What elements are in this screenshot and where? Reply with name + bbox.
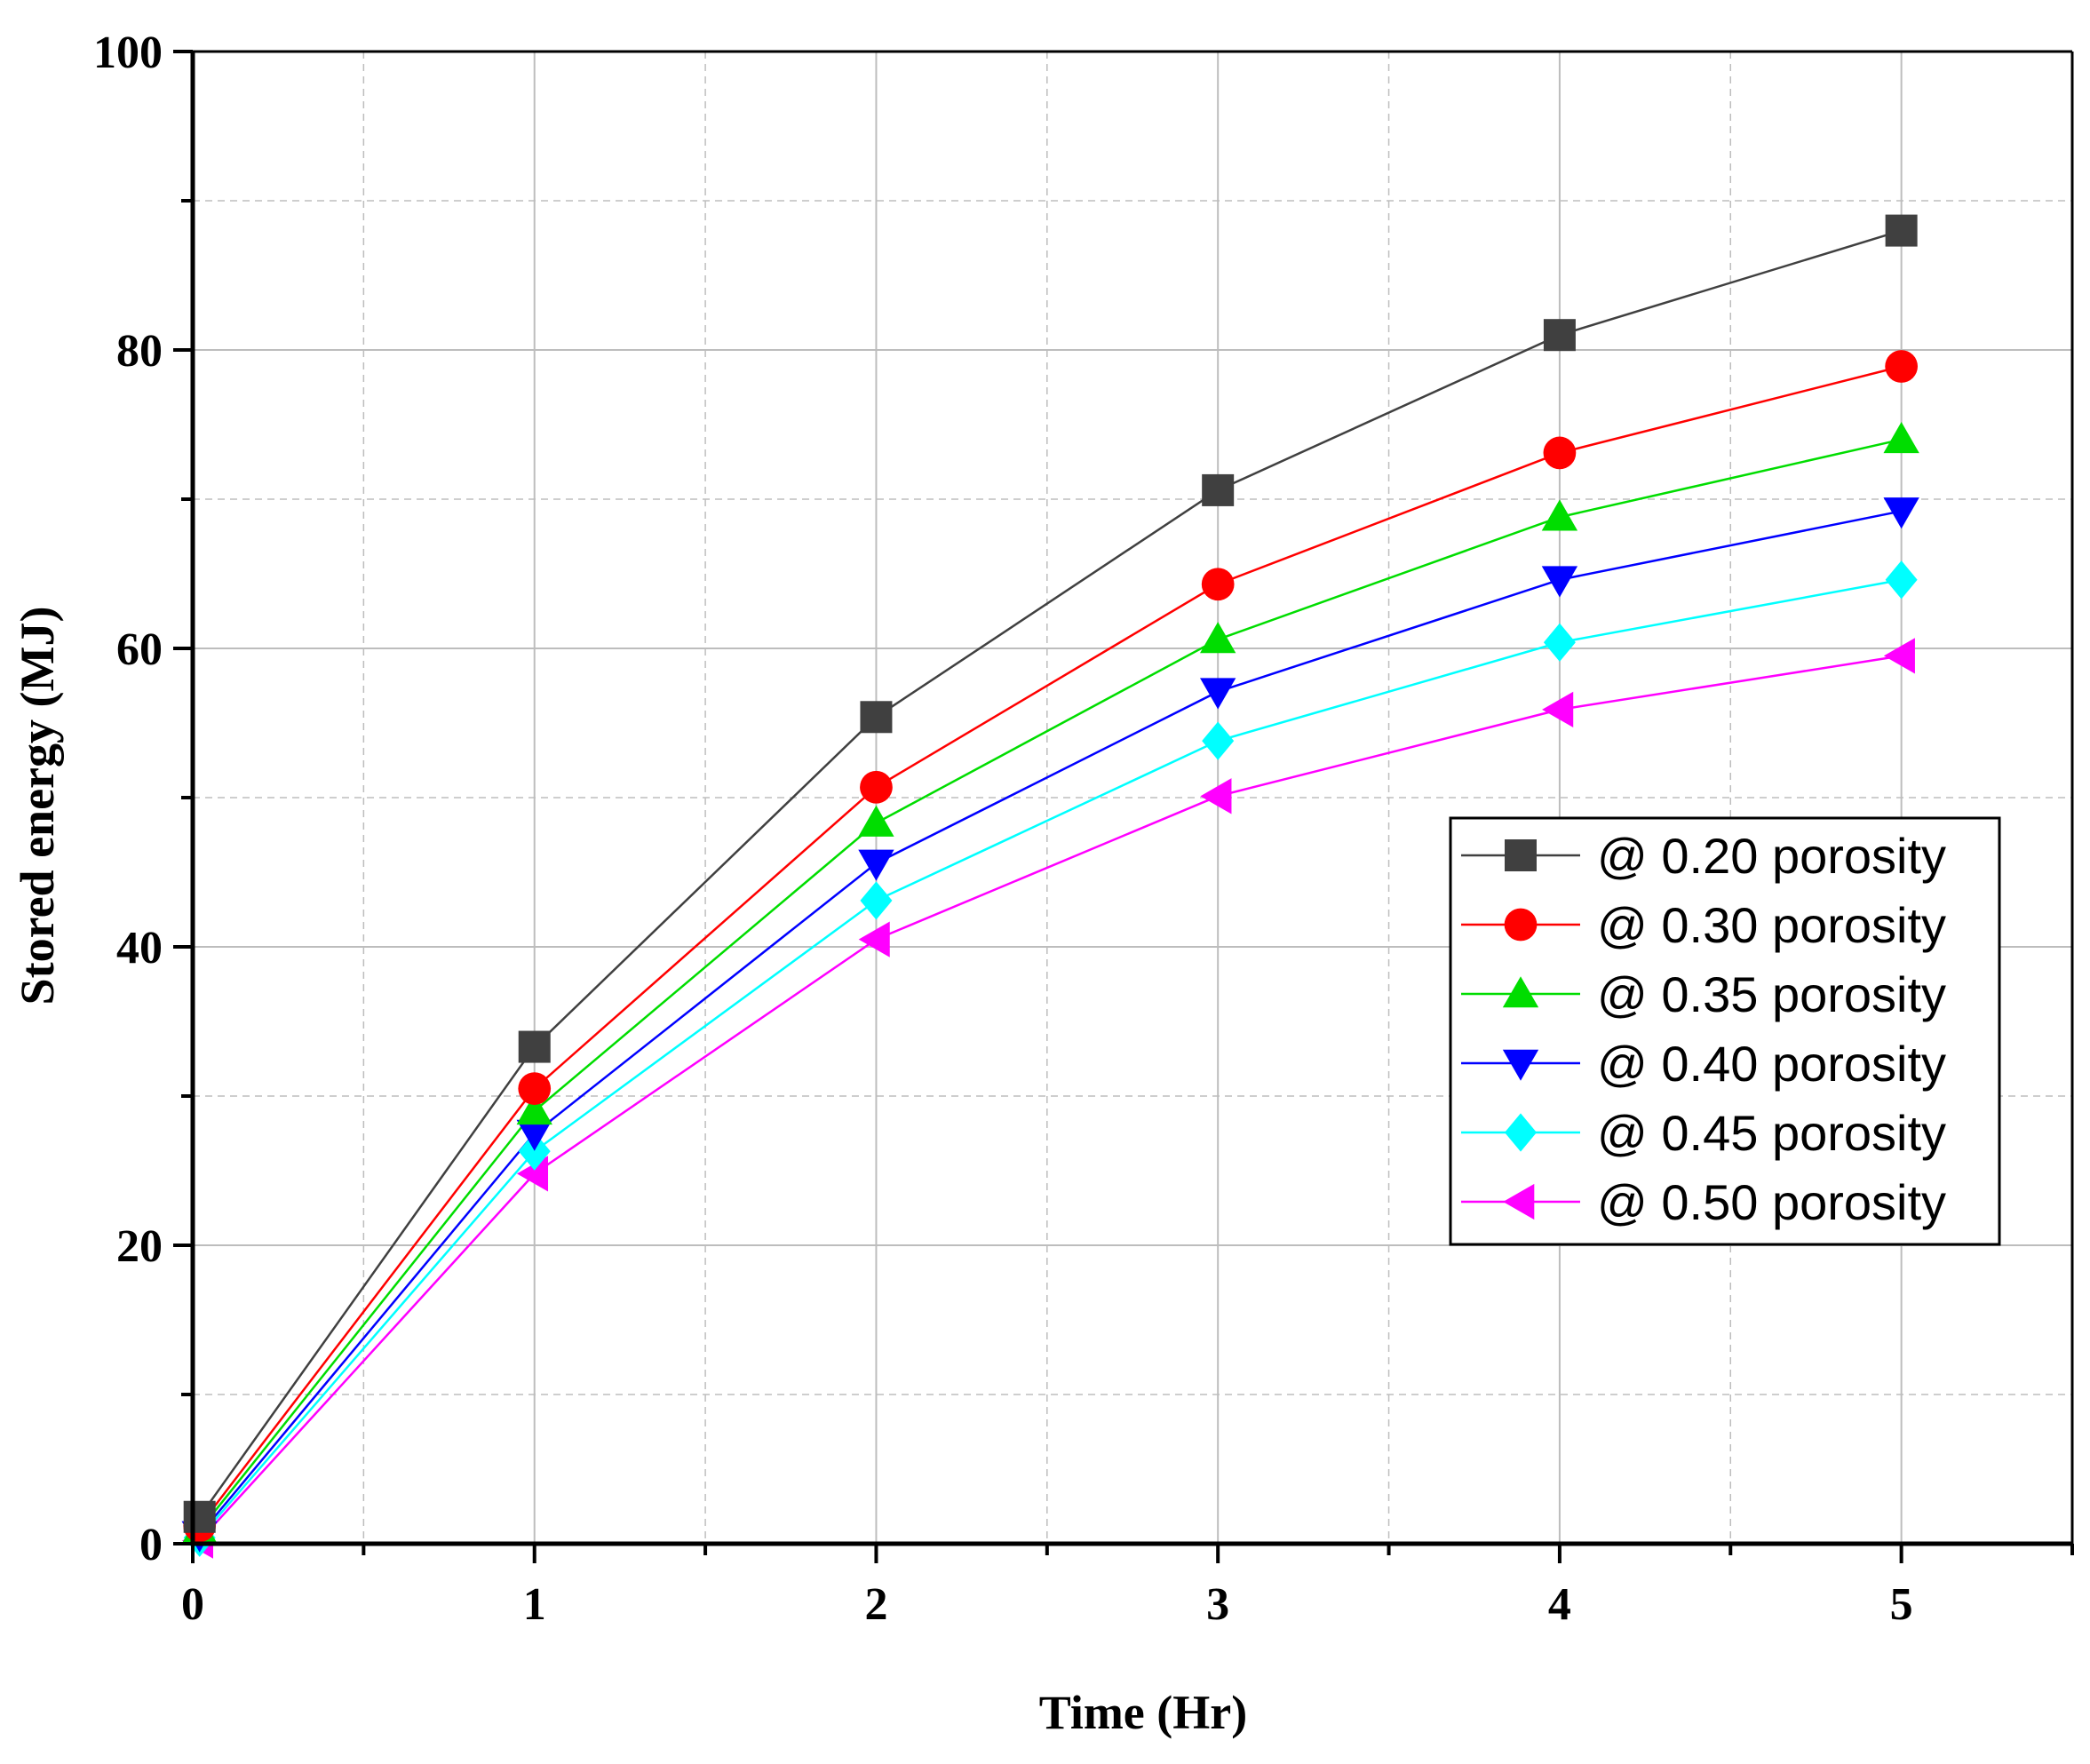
legend-entry: @ 0.45 porosity <box>1461 1105 1946 1161</box>
series-line <box>198 510 1902 1536</box>
series-line <box>198 438 1902 1531</box>
data-point <box>1200 622 1236 654</box>
data-point <box>1883 497 1919 529</box>
data-point <box>1542 691 1574 728</box>
data-point <box>1543 436 1577 470</box>
y-tick-label: 0 <box>139 1520 163 1570</box>
data-point <box>518 1030 551 1063</box>
data-point <box>1200 678 1236 710</box>
series-line <box>198 655 1902 1542</box>
x-tick-label: 2 <box>864 1579 887 1630</box>
legend-marker <box>1503 1183 1535 1220</box>
data-point <box>860 770 893 804</box>
y-tick-label: 20 <box>116 1221 163 1272</box>
series-line <box>198 365 1902 1527</box>
legend-entry: @ 0.35 porosity <box>1461 966 1946 1022</box>
data-point <box>516 1156 549 1192</box>
legend-entry: @ 0.50 porosity <box>1461 1174 1946 1230</box>
y-tick-label: 60 <box>116 624 163 675</box>
legend-label: @ 0.50 porosity <box>1597 1174 1946 1230</box>
legend: @ 0.20 porosity @ 0.30 porosity @ 0.35 por… <box>1449 816 2001 1246</box>
legend-marker <box>1505 839 1537 871</box>
legend-entry: @ 0.40 porosity <box>1461 1036 1946 1092</box>
data-point <box>1883 638 1915 674</box>
data-point <box>183 1500 216 1533</box>
data-point <box>1541 499 1578 531</box>
data-point <box>1885 214 1918 247</box>
data-point <box>1202 721 1235 760</box>
legend-marker <box>1504 908 1538 942</box>
data-point <box>1202 473 1235 506</box>
axes: 0 1 2 3 4 5 0 20 40 60 80 100 <box>93 28 2074 1630</box>
data-point <box>1543 623 1576 662</box>
data-point <box>860 701 893 734</box>
legend-label: @ 0.40 porosity <box>1597 1036 1946 1092</box>
y-tick-label: 40 <box>116 923 163 973</box>
x-tick-label: 3 <box>1206 1579 1229 1630</box>
x-tick-label: 1 <box>523 1579 546 1630</box>
x-axis-title: Time (Hr) <box>1039 1686 1247 1739</box>
legend-label: @ 0.35 porosity <box>1597 966 1946 1022</box>
legend-label: @ 0.20 porosity <box>1597 828 1946 884</box>
data-point <box>1200 778 1232 814</box>
data-point <box>860 881 893 920</box>
legend-entry: @ 0.20 porosity <box>1461 828 1946 884</box>
data-point <box>516 1119 552 1151</box>
legend-marker <box>1502 976 1539 1008</box>
data-point <box>1883 422 1919 454</box>
y-tick-label: 80 <box>116 326 163 377</box>
grid <box>193 52 2073 1544</box>
data-point <box>1201 568 1235 601</box>
y-tick-label: 100 <box>93 28 163 78</box>
data-point <box>858 805 894 837</box>
x-tick-label: 5 <box>1890 1579 1913 1630</box>
data-point <box>858 921 890 957</box>
data-point <box>1885 560 1918 600</box>
legend-box <box>1449 816 2001 1246</box>
legend-marker <box>1505 1113 1537 1152</box>
series-layer <box>181 214 1919 1559</box>
x-tick-label: 4 <box>1548 1579 1571 1630</box>
legend-marker <box>1502 1049 1539 1081</box>
legend-entry: @ 0.30 porosity <box>1461 897 1946 953</box>
data-point <box>858 849 894 881</box>
data-point <box>1543 319 1576 352</box>
legend-label: @ 0.45 porosity <box>1597 1105 1946 1161</box>
series-line <box>198 578 1902 1539</box>
y-axis-title: Stored energy (MJ) <box>11 607 64 1005</box>
data-point <box>1541 566 1578 598</box>
data-point <box>1885 350 1918 383</box>
data-point <box>518 1132 551 1171</box>
data-point <box>518 1072 552 1105</box>
legend-label: @ 0.30 porosity <box>1597 897 1946 953</box>
x-tick-label: 0 <box>181 1579 204 1630</box>
data-point <box>516 1093 552 1125</box>
series-line <box>198 229 1903 1518</box>
